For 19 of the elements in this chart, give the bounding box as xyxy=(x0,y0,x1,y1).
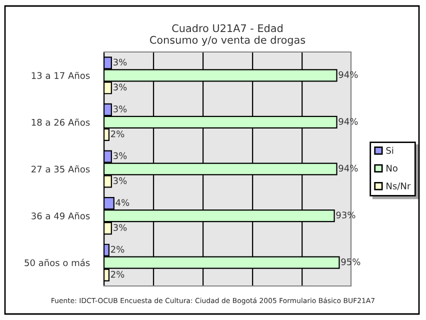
legend-label: Ns/Nr xyxy=(386,182,411,190)
y-tick-label: 18 a 26 Años xyxy=(32,118,90,126)
legend-label: No xyxy=(386,164,398,172)
data-label: 3% xyxy=(114,224,127,231)
data-label: 3% xyxy=(114,84,127,90)
y-tick-label: 50 años o más xyxy=(24,258,90,266)
y-tick-label: 36 a 49 Años xyxy=(32,212,90,220)
data-label: 3% xyxy=(114,106,127,112)
data-label: 3% xyxy=(114,58,127,66)
y-tick-label: 27 a 35 Años xyxy=(32,165,90,173)
data-label: 3% xyxy=(114,152,127,160)
data-label: 2% xyxy=(111,246,124,253)
data-label: 4% xyxy=(116,199,130,206)
legend-label: Si xyxy=(386,146,394,154)
y-tick-label: 13 a 17 Años xyxy=(32,72,90,79)
chart-title: Cuadro U21A7 - Edad Consumo y/o venta de drogas xyxy=(150,24,306,46)
data-label: 2% xyxy=(111,130,124,138)
data-label: 2% xyxy=(111,270,124,278)
data-label: 3% xyxy=(114,177,127,184)
